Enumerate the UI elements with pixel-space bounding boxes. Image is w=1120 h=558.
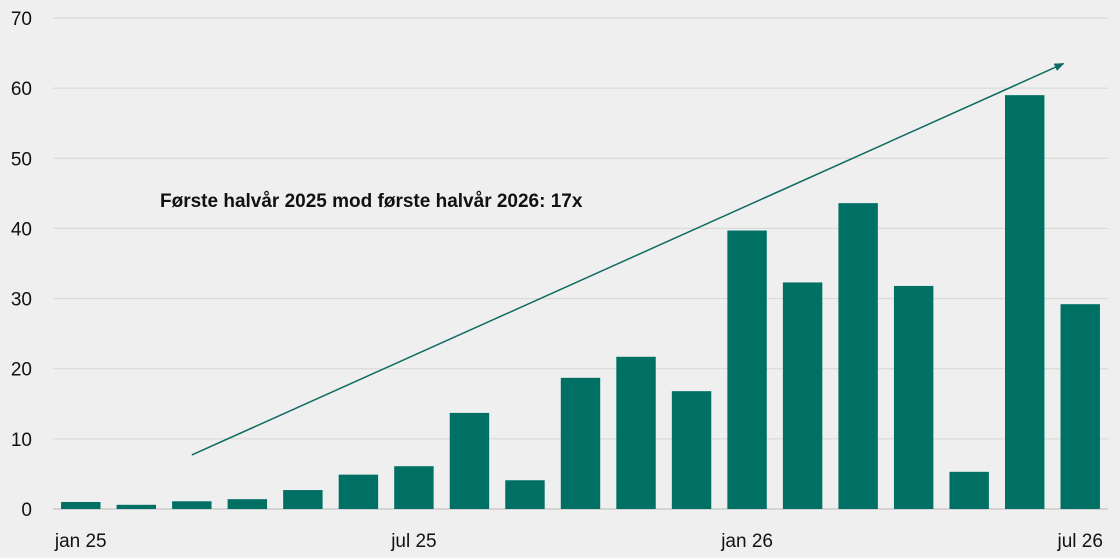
bar-sep-25 (505, 480, 545, 509)
bar-maj-25 (283, 490, 323, 509)
y-tick-label-20: 20 (11, 360, 32, 381)
bar-dec-25 (671, 391, 712, 509)
bar-jun-26 (1004, 95, 1045, 510)
bar-jan-26 (727, 230, 767, 510)
y-tick-label-50: 50 (11, 149, 32, 170)
x-tick-label-jan-26: jan 26 (720, 531, 773, 552)
bars (61, 95, 1100, 510)
y-axis-tick-labels: 0 10 20 30 40 50 60 70 (11, 9, 32, 521)
bar-jul-25 (394, 466, 434, 509)
y-tick-label-70: 70 (11, 9, 32, 30)
x-axis-tick-labels: jan 25 jul 25 jan 26 jul 26 (54, 531, 1103, 552)
bar-jun-25 (338, 474, 379, 509)
y-tick-label-30: 30 (11, 290, 32, 311)
bar-mar-26 (838, 203, 878, 510)
y-tick-label-60: 60 (11, 79, 32, 100)
bar-jul-26 (1060, 304, 1100, 509)
bar-aug-25 (449, 412, 490, 509)
trend-arrow (191, 62, 1065, 456)
x-tick-label-jan-25: jan 25 (54, 531, 107, 552)
bar-jan-25 (61, 501, 101, 509)
x-tick-label-jul-26: jul 26 (1057, 531, 1103, 552)
chart-annotation: Første halvår 2025 mod første halvår 202… (160, 191, 583, 212)
y-tick-label-40: 40 (11, 219, 32, 240)
bar-maj-26 (949, 471, 989, 509)
bar-feb-26 (782, 282, 823, 509)
bar-apr-25 (227, 499, 268, 509)
y-tick-label-10: 10 (11, 430, 32, 451)
bar-okt-25 (560, 377, 601, 509)
x-tick-label-jul-25: jul 25 (390, 531, 436, 552)
y-tick-label-0: 0 (21, 500, 32, 521)
bar-apr-26 (893, 285, 934, 509)
bar-feb-25 (116, 504, 157, 509)
bar-mar-25 (172, 501, 212, 509)
bar-nov-25 (616, 356, 656, 509)
